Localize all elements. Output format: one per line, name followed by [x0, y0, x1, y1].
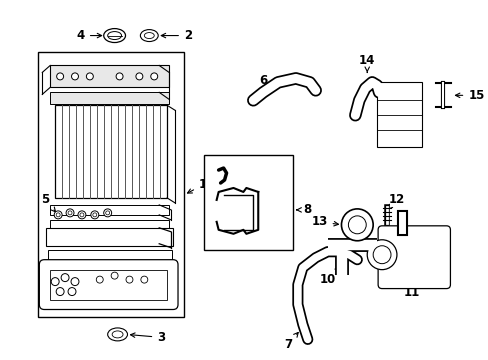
Bar: [48, 250, 172, 260]
Circle shape: [347, 216, 366, 234]
Circle shape: [150, 73, 158, 80]
FancyBboxPatch shape: [39, 260, 178, 310]
Circle shape: [80, 213, 84, 217]
Ellipse shape: [140, 30, 158, 41]
Circle shape: [71, 278, 79, 285]
Circle shape: [78, 211, 86, 219]
FancyBboxPatch shape: [377, 226, 449, 289]
Text: 10: 10: [319, 267, 339, 286]
Circle shape: [51, 278, 59, 285]
Circle shape: [96, 276, 103, 283]
Circle shape: [372, 246, 390, 264]
Ellipse shape: [103, 28, 125, 42]
Circle shape: [103, 209, 111, 217]
Circle shape: [91, 211, 99, 219]
Text: 4: 4: [77, 29, 102, 42]
Text: 11: 11: [403, 274, 419, 299]
Bar: [203, 155, 292, 250]
Bar: [38, 53, 183, 318]
Bar: [376, 82, 421, 147]
Ellipse shape: [144, 32, 154, 39]
Text: 13: 13: [311, 215, 338, 228]
Circle shape: [93, 213, 97, 217]
Ellipse shape: [112, 331, 123, 338]
Circle shape: [71, 73, 78, 80]
Text: 2: 2: [161, 29, 192, 42]
Circle shape: [68, 211, 72, 215]
Text: 14: 14: [358, 54, 375, 72]
Circle shape: [66, 209, 74, 217]
Bar: [50, 270, 167, 300]
Circle shape: [366, 240, 396, 270]
Text: 9: 9: [234, 168, 254, 181]
Bar: [50, 92, 169, 104]
Bar: [46, 228, 173, 246]
Circle shape: [126, 276, 133, 283]
Circle shape: [116, 73, 123, 80]
Circle shape: [57, 73, 63, 80]
Text: 1: 1: [187, 179, 206, 193]
Text: 12: 12: [387, 193, 404, 209]
Text: 8: 8: [296, 203, 310, 216]
Bar: [50, 205, 169, 215]
Circle shape: [54, 211, 62, 219]
Circle shape: [111, 272, 118, 279]
Ellipse shape: [107, 32, 122, 40]
Text: 15: 15: [454, 89, 484, 102]
Circle shape: [136, 73, 142, 80]
Circle shape: [86, 73, 93, 80]
Text: 5: 5: [41, 193, 56, 212]
Ellipse shape: [107, 328, 127, 341]
Circle shape: [105, 211, 109, 215]
Bar: [50, 66, 169, 87]
Text: 6: 6: [259, 74, 267, 92]
Circle shape: [68, 288, 76, 296]
Circle shape: [341, 209, 372, 241]
Circle shape: [61, 274, 69, 282]
Bar: [50, 220, 169, 228]
Text: 3: 3: [130, 331, 165, 344]
Bar: [55, 105, 167, 198]
Circle shape: [56, 213, 60, 217]
Text: 7: 7: [284, 333, 298, 351]
Circle shape: [56, 288, 64, 296]
Circle shape: [141, 276, 147, 283]
